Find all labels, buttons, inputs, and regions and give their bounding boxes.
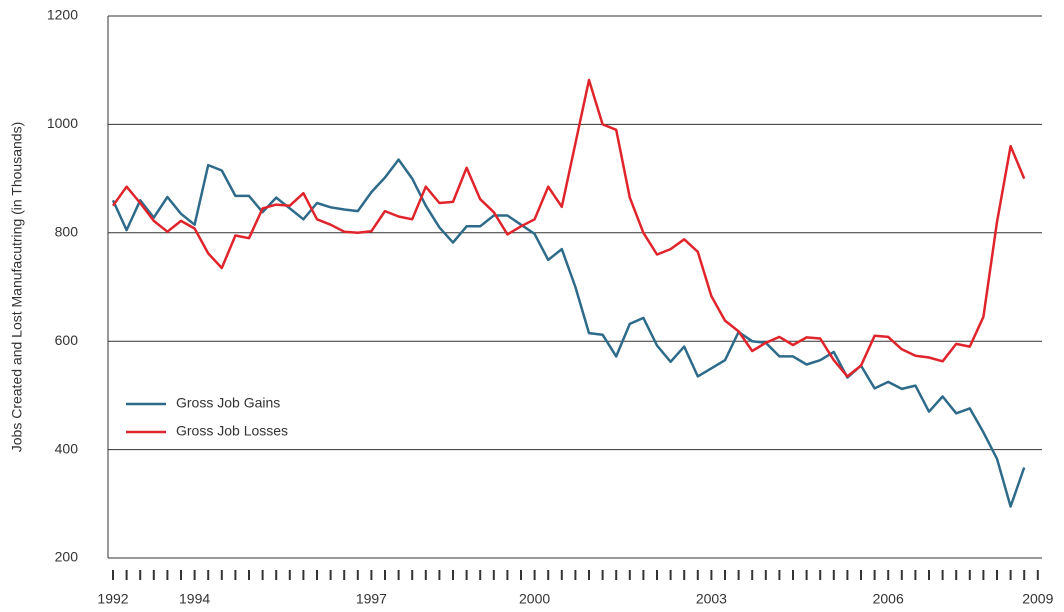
legend-label: Gross Job Losses [176, 423, 288, 439]
y-tick-label: 200 [55, 549, 79, 565]
y-tick-label: 1000 [47, 115, 78, 131]
y-tick-label: 800 [55, 224, 79, 240]
x-tick-label: 2000 [519, 591, 550, 607]
y-tick-label: 400 [55, 440, 79, 456]
x-tick-label: 2006 [873, 591, 904, 607]
legend-label: Gross Job Gains [176, 395, 280, 411]
x-tick-label: 1992 [97, 591, 128, 607]
y-tick-label: 1200 [47, 7, 78, 23]
series-line [111, 158, 1026, 508]
x-tick-label: 2003 [696, 591, 727, 607]
x-tick-label: 2009 [1022, 591, 1053, 607]
y-tick-label: 600 [55, 332, 79, 348]
x-tick-label: 1997 [356, 591, 387, 607]
x-tick-label: 1994 [179, 591, 210, 607]
series-line [111, 78, 1026, 378]
y-axis-label: Jobs Created and Lost Manufacutring (in … [9, 122, 25, 453]
